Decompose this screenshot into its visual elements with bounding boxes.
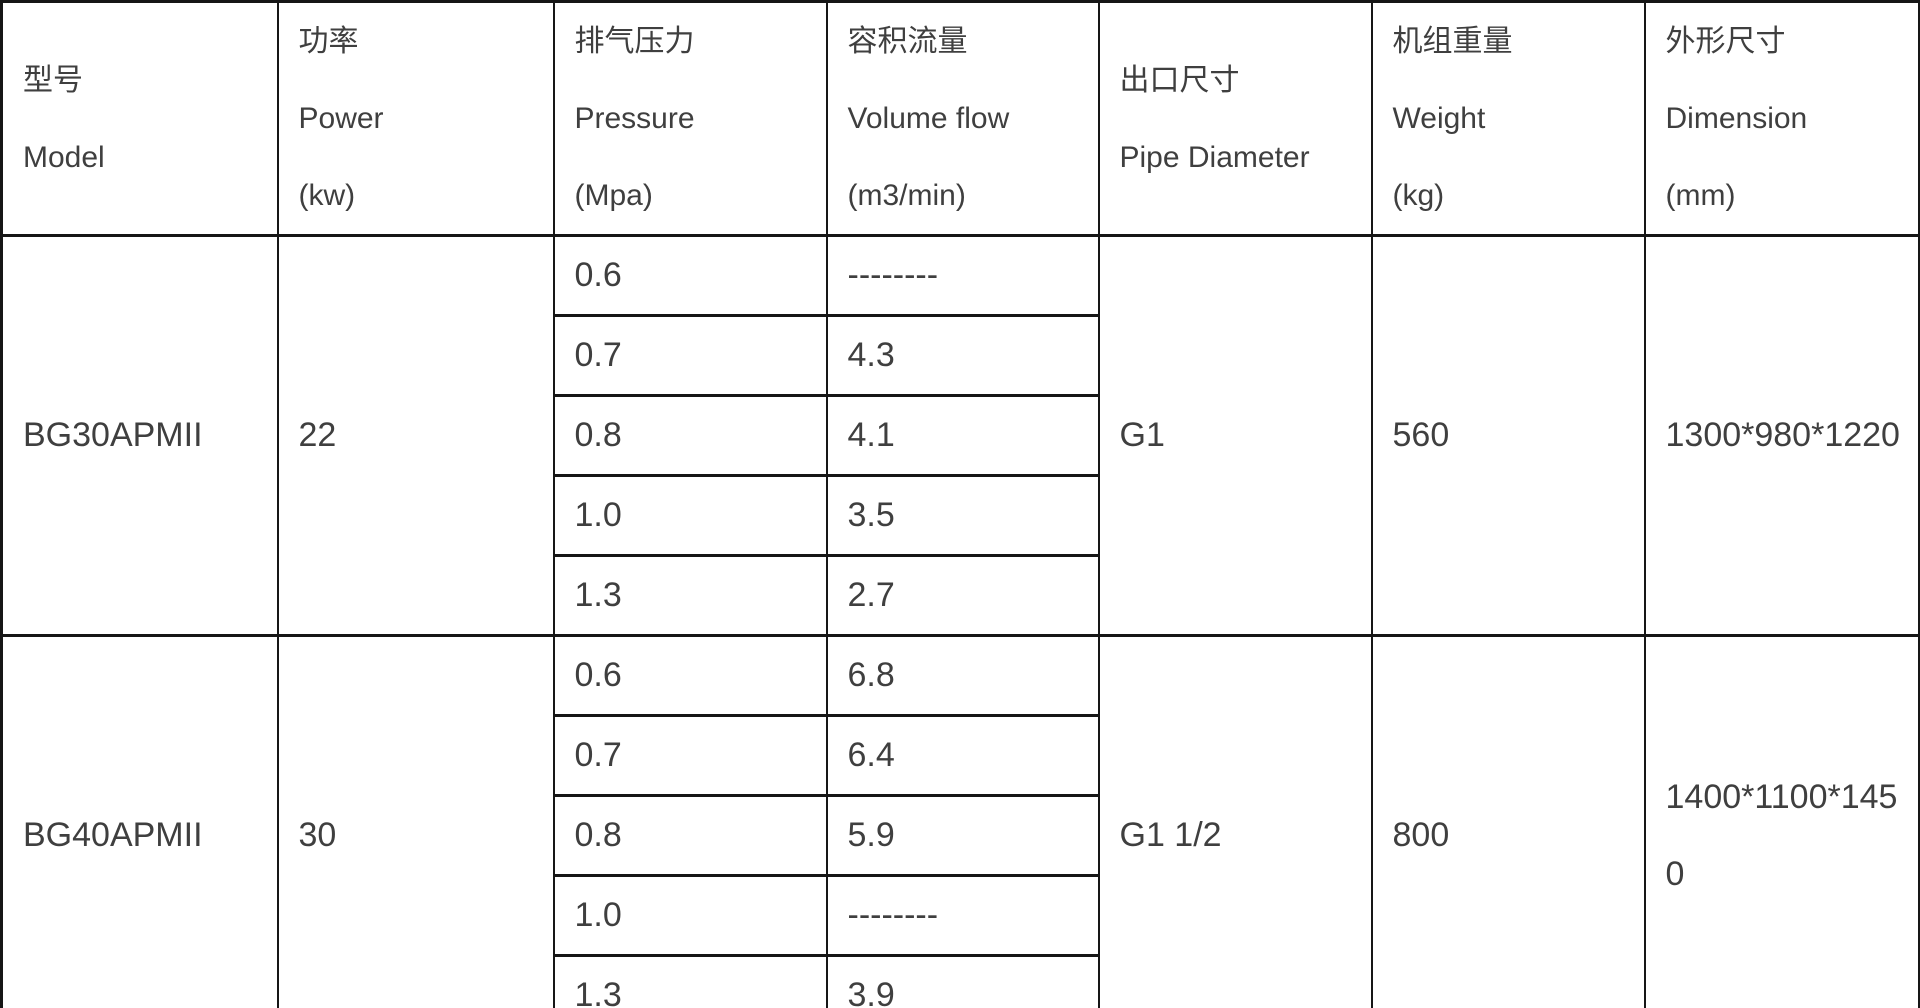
col-header-dimension-unit: (mm) <box>1665 179 1736 212</box>
col-header-pressure: 排气压力 Pressure (Mpa) <box>552 0 828 237</box>
table-row: 1.0 -------- <box>2 874 1920 957</box>
weight-cell: 800 <box>1370 634 1646 1008</box>
power-cell: 30 <box>276 634 555 1008</box>
col-header-model-en: Model <box>23 140 105 174</box>
table-row: 1.0 3.5 <box>2 474 1920 557</box>
table-row: 0.8 5.9 <box>2 794 1920 877</box>
col-header-dimension: 外形尺寸 Dimension (mm) <box>1643 0 1920 237</box>
power-cell: 22 <box>276 234 555 637</box>
col-header-pipe-diameter: 出口尺寸 Pipe Diameter <box>1097 0 1373 237</box>
col-header-power-zh: 功率 <box>298 25 359 58</box>
pressure-cell: 0.6 <box>552 234 828 317</box>
table-row: 1.3 3.9 <box>2 954 1920 1008</box>
pressure-cell: 0.6 <box>552 634 828 717</box>
volume-flow-cell: -------- <box>825 234 1100 317</box>
pressure-cell: 0.8 <box>552 394 828 477</box>
col-header-volume-flow: 容积流量 Volume flow (m3/min) <box>825 0 1100 237</box>
col-header-power-en: Power <box>298 102 384 135</box>
weight-cell: 560 <box>1370 234 1646 637</box>
col-header-dimension-zh: 外形尺寸 <box>1665 25 1786 58</box>
col-header-model: 型号 Model <box>0 0 279 237</box>
col-header-pressure-unit: (Mpa) <box>574 179 653 212</box>
volume-flow-cell: 4.3 <box>825 314 1100 397</box>
col-header-pressure-zh: 排气压力 <box>574 25 695 58</box>
pressure-cell: 1.3 <box>552 954 828 1008</box>
pressure-cell: 0.7 <box>552 314 828 397</box>
table-row: 1.3 2.7 <box>2 554 1920 637</box>
pressure-cell: 0.7 <box>552 714 828 797</box>
table-row: 0.8 4.1 <box>2 394 1920 477</box>
table-row: BG40APMII 30 0.6 6.8 G1 1/2 800 1400*110… <box>0 634 1920 1008</box>
volume-flow-cell: 5.9 <box>825 794 1100 877</box>
volume-flow-cell: 4.1 <box>825 394 1100 477</box>
volume-flow-cell: 3.5 <box>825 474 1100 557</box>
model-cell: BG30APMII <box>0 234 279 637</box>
header-row: 型号 Model 功率 Power (kw) 排气压力 Pressure (Mp… <box>0 0 1920 237</box>
spec-table-body: BG30APMII 22 0.6 -------- G1 560 1300*98… <box>0 234 1920 1008</box>
col-header-volume-flow-zh: 容积流量 <box>847 25 968 58</box>
col-header-pipe-diameter-zh: 出口尺寸 <box>1119 63 1240 97</box>
pressure-cell: 0.8 <box>552 794 828 877</box>
col-header-dimension-en: Dimension <box>1665 102 1808 135</box>
col-header-volume-flow-en: Volume flow <box>847 102 1010 135</box>
pipe-diameter-cell: G1 1/2 <box>1097 634 1373 1008</box>
dimension-cell: 1300*980*1220 <box>1643 234 1920 637</box>
volume-flow-cell: 6.8 <box>825 634 1100 717</box>
col-header-weight-en: Weight <box>1392 102 1486 135</box>
col-header-weight-zh: 机组重量 <box>1392 25 1513 58</box>
table-row: 0.7 4.3 <box>2 314 1920 397</box>
model-cell: BG40APMII <box>0 634 279 1008</box>
pipe-diameter-cell: G1 <box>1097 234 1373 637</box>
table-row: 0.7 6.4 <box>2 714 1920 797</box>
col-header-power-unit: (kw) <box>298 179 356 212</box>
col-header-volume-flow-unit: (m3/min) <box>847 179 966 212</box>
pressure-cell: 1.3 <box>552 554 828 637</box>
volume-flow-cell: 6.4 <box>825 714 1100 797</box>
pressure-cell: 1.0 <box>552 874 828 957</box>
table-row: BG30APMII 22 0.6 -------- G1 560 1300*98… <box>0 234 1920 637</box>
volume-flow-cell: 3.9 <box>825 954 1100 1008</box>
spec-table-header: 型号 Model 功率 Power (kw) 排气压力 Pressure (Mp… <box>0 0 1920 237</box>
volume-flow-cell: -------- <box>825 874 1100 957</box>
col-header-weight: 机组重量 Weight (kg) <box>1370 0 1646 237</box>
volume-flow-cell: 2.7 <box>825 554 1100 637</box>
col-header-pipe-diameter-en: Pipe Diameter <box>1119 140 1310 174</box>
col-header-weight-unit: (kg) <box>1392 179 1445 212</box>
pressure-cell: 1.0 <box>552 474 828 557</box>
dimension-cell: 1400*1100*1450 <box>1643 634 1920 1008</box>
col-header-model-zh: 型号 <box>23 63 83 97</box>
col-header-pressure-en: Pressure <box>574 102 695 135</box>
col-header-power: 功率 Power (kw) <box>276 0 555 237</box>
